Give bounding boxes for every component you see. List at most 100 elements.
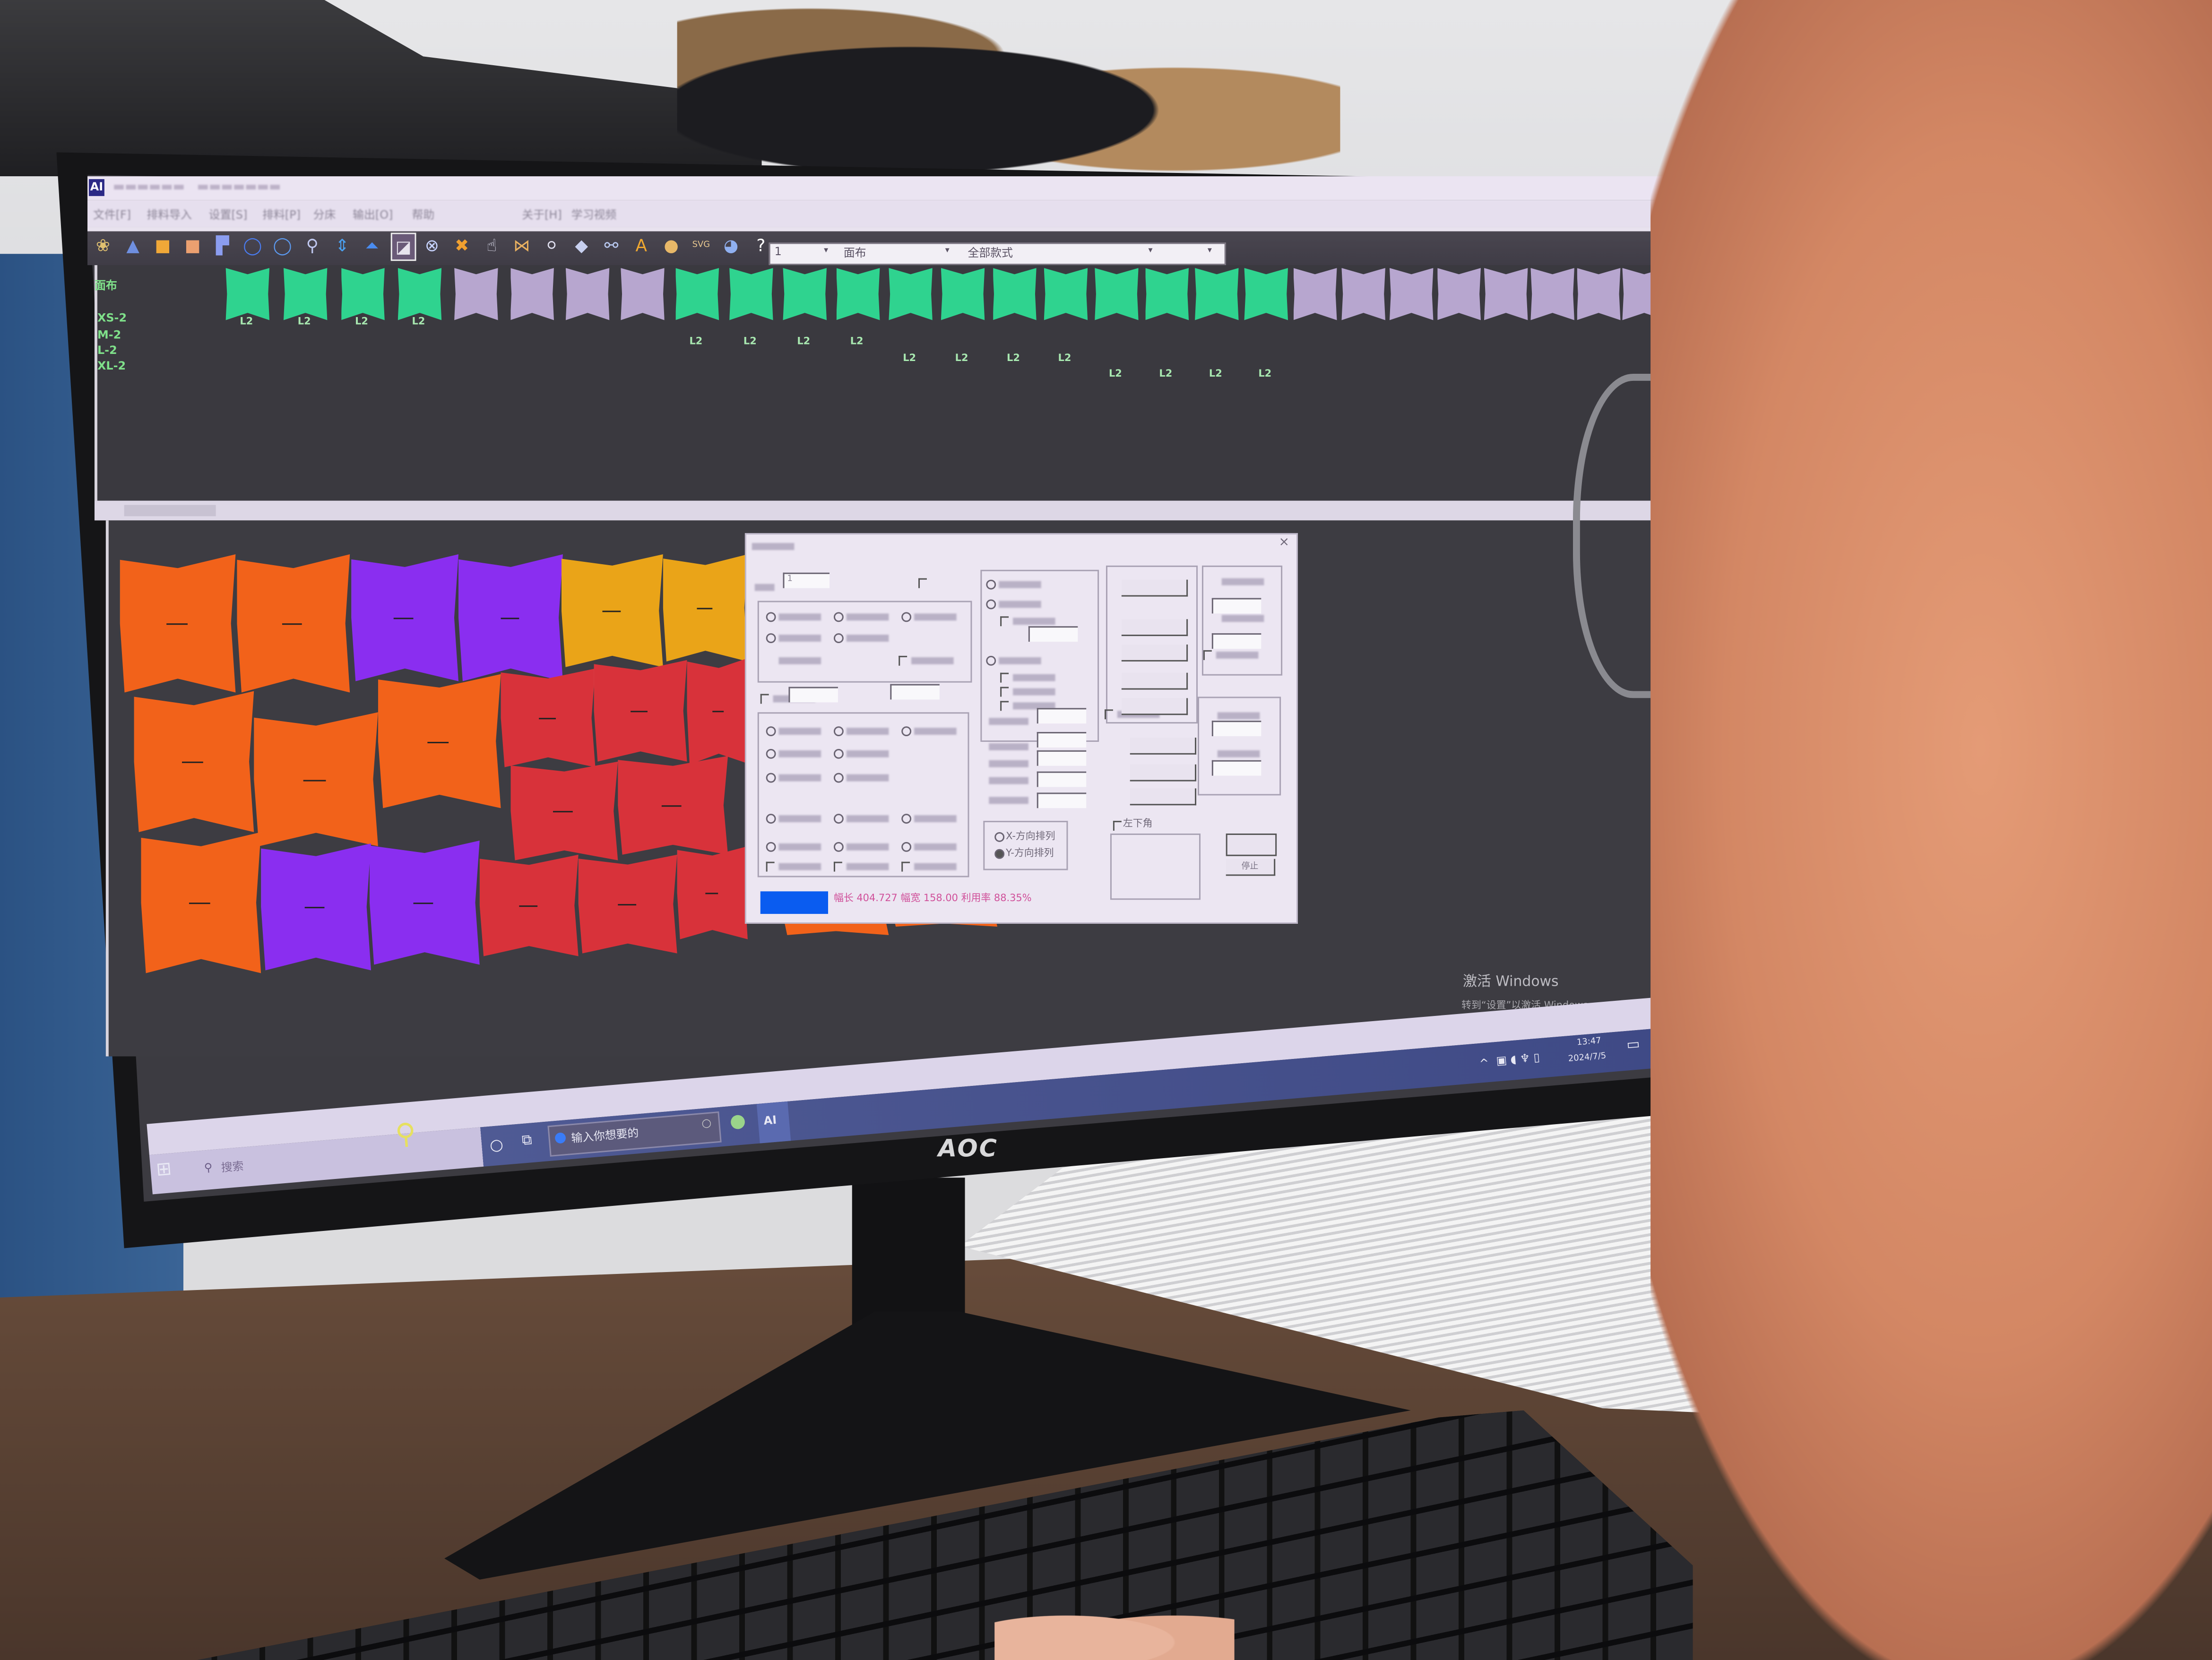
menu-item[interactable]: 排料[P]: [262, 208, 301, 222]
dialog-button[interactable]: [1121, 619, 1188, 636]
placed-piece[interactable]: [261, 843, 371, 971]
notification-icon[interactable]: ▭: [1626, 1037, 1641, 1054]
placed-piece[interactable]: [369, 840, 480, 965]
dialog-button[interactable]: [1121, 645, 1188, 662]
input-field[interactable]: [1211, 598, 1262, 614]
y-direction-option[interactable]: Y-方向排列: [1006, 847, 1054, 859]
pattern-piece[interactable]: [565, 268, 610, 320]
placed-piece[interactable]: [578, 854, 677, 954]
rotate-left-icon[interactable]: ◯: [243, 235, 262, 256]
pattern-piece[interactable]: [341, 268, 385, 320]
placed-piece[interactable]: [561, 554, 663, 667]
pattern-piece[interactable]: [397, 268, 442, 320]
radio-option[interactable]: [833, 773, 844, 783]
input-field[interactable]: [1037, 732, 1087, 748]
placed-piece[interactable]: [351, 554, 459, 681]
folder-icon[interactable]: ■: [155, 235, 171, 256]
pattern-piece[interactable]: [510, 268, 554, 320]
pattern-piece[interactable]: [941, 268, 985, 320]
dialog-button[interactable]: [1130, 764, 1197, 782]
radio-option[interactable]: [986, 655, 996, 666]
radio-option[interactable]: [766, 633, 776, 644]
pattern-piece[interactable]: [1530, 268, 1574, 320]
pattern-piece[interactable]: [1044, 268, 1088, 320]
filter-combos[interactable]: 1 ▾ 面布 ▾ 全部款式 ▾ ▾: [769, 242, 1226, 266]
menu-item[interactable]: 分床: [313, 208, 336, 222]
input-field[interactable]: [1211, 721, 1262, 737]
dialog-button[interactable]: [1130, 737, 1197, 755]
checkbox-option[interactable]: [899, 655, 907, 666]
triangle-icon[interactable]: ▲: [126, 235, 139, 256]
checkbox[interactable]: [918, 578, 927, 588]
file-icon[interactable]: ■: [184, 235, 201, 256]
radio-option[interactable]: [833, 814, 844, 824]
placed-piece[interactable]: [378, 674, 501, 808]
placed-piece[interactable]: [120, 554, 236, 693]
svg-icon[interactable]: SVG: [692, 240, 710, 250]
pattern-piece[interactable]: [621, 268, 665, 320]
placed-piece[interactable]: [479, 854, 579, 956]
select-icon[interactable]: ◪: [390, 232, 416, 261]
center-icon[interactable]: ⊗: [424, 235, 439, 256]
checkbox-option[interactable]: [901, 861, 910, 872]
radio-option[interactable]: [766, 773, 776, 783]
taskbar-search[interactable]: 搜索: [220, 1160, 244, 1175]
checkbox-option[interactable]: [1000, 672, 1009, 683]
radio-option[interactable]: [901, 612, 912, 622]
input-field[interactable]: [1028, 626, 1078, 642]
tray-expand-icon[interactable]: ^: [1479, 1057, 1490, 1070]
pattern-piece[interactable]: [1484, 268, 1528, 320]
radio-option[interactable]: [833, 612, 844, 622]
placed-piece[interactable]: [510, 761, 618, 860]
radio-option[interactable]: [766, 726, 776, 737]
eraser-icon[interactable]: ◆: [575, 235, 588, 256]
pattern-piece[interactable]: [454, 268, 498, 320]
menu-item[interactable]: 帮助: [412, 208, 435, 222]
placed-piece[interactable]: [677, 846, 748, 939]
pattern-piece[interactable]: [675, 268, 719, 320]
radio-option[interactable]: [833, 633, 844, 644]
rotate-right-icon[interactable]: ◯: [273, 235, 292, 256]
coin-icon[interactable]: ●: [664, 235, 679, 256]
radio-option[interactable]: [833, 726, 844, 737]
windows-start-icon[interactable]: ⊞: [155, 1159, 173, 1181]
pattern-piece[interactable]: [783, 268, 827, 320]
flag-icon[interactable]: ▛: [216, 235, 229, 256]
placed-piece[interactable]: [458, 554, 563, 681]
menu-item[interactable]: 学习视频: [571, 208, 617, 222]
search-icon[interactable]: ⚲: [203, 1161, 213, 1175]
input-field[interactable]: [788, 687, 838, 703]
input-field[interactable]: [1037, 708, 1087, 724]
pattern-piece[interactable]: [1145, 268, 1189, 320]
menu-item[interactable]: 排料导入: [147, 208, 192, 222]
pattern-piece[interactable]: [1437, 268, 1481, 320]
placed-piece[interactable]: [618, 756, 728, 855]
lasso-icon[interactable]: ⚪: [544, 235, 559, 256]
green-app-icon[interactable]: ●: [729, 1110, 747, 1133]
pattern-piece[interactable]: [729, 268, 773, 320]
clock-time[interactable]: 13:47: [1576, 1036, 1602, 1048]
radio-option[interactable]: [986, 579, 996, 590]
radio-option[interactable]: [986, 599, 996, 610]
browser-icon[interactable]: ●: [553, 1130, 567, 1147]
dialog-button[interactable]: [1121, 698, 1188, 715]
combo-style[interactable]: 全部款式: [968, 247, 1013, 260]
pattern-piece[interactable]: [836, 268, 880, 320]
flip-horizontal-icon[interactable]: ⏶: [365, 235, 379, 256]
pattern-piece[interactable]: [993, 268, 1037, 320]
checkbox-corner[interactable]: [1113, 821, 1122, 831]
input-field[interactable]: [1037, 771, 1087, 787]
corner-option[interactable]: 左下角: [1123, 818, 1153, 830]
task-view-icon[interactable]: ⧉: [521, 1133, 533, 1149]
pattern-piece[interactable]: [889, 268, 933, 320]
placed-piece[interactable]: [663, 554, 748, 662]
placed-piece[interactable]: [134, 691, 254, 832]
checkbox-option[interactable]: [1000, 616, 1009, 627]
pattern-piece[interactable]: [1293, 268, 1337, 320]
hand-icon[interactable]: ☝: [486, 235, 497, 256]
measure-icon[interactable]: ⚯: [604, 235, 619, 256]
dialog-button[interactable]: [1121, 672, 1188, 690]
radio-y[interactable]: [994, 849, 1005, 859]
placed-piece[interactable]: [687, 657, 751, 765]
radio-option[interactable]: [901, 726, 912, 737]
